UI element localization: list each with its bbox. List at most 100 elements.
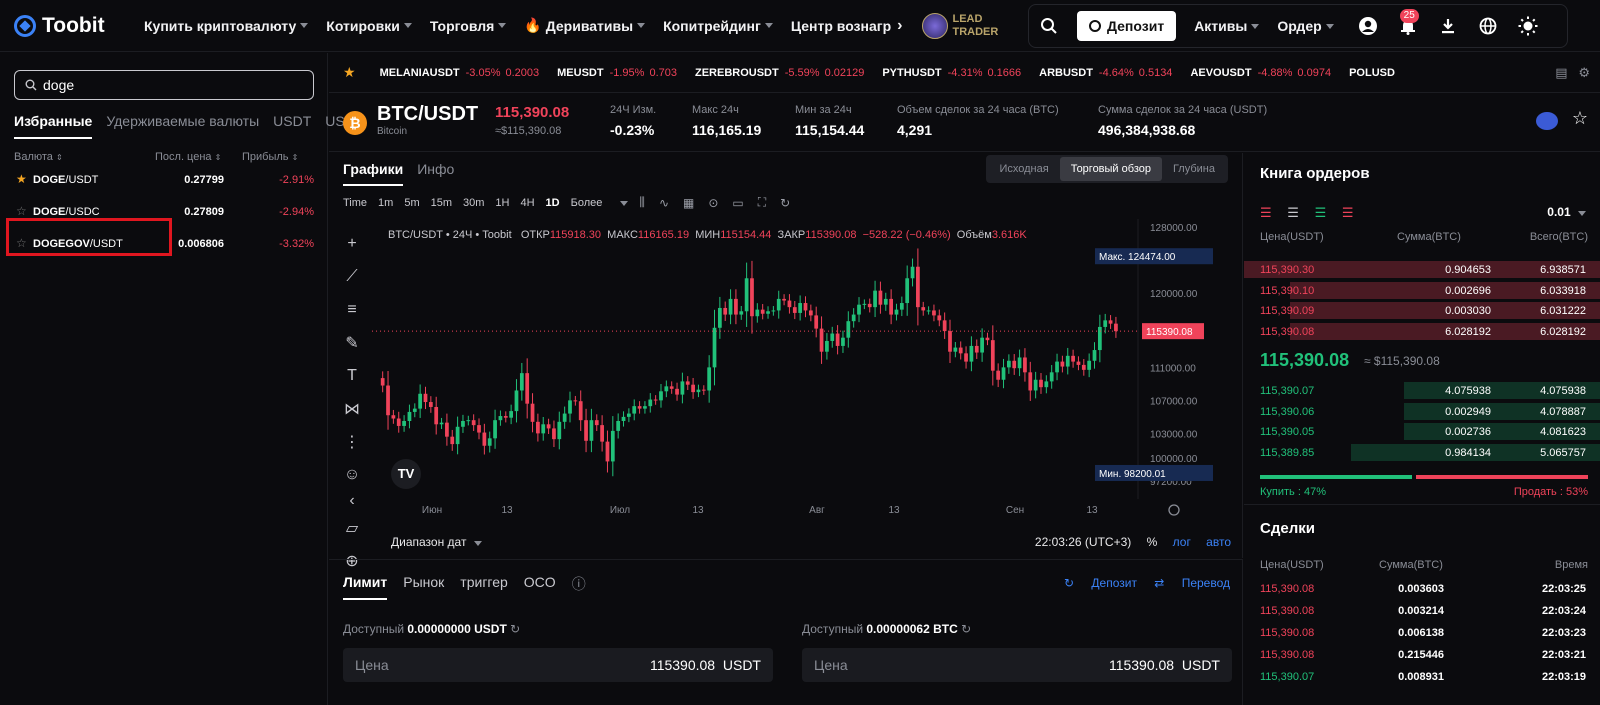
- user-icon[interactable]: [1348, 16, 1388, 36]
- trend-line-icon[interactable]: ⟋: [346, 267, 358, 285]
- globe-icon[interactable]: [1468, 17, 1508, 35]
- tab-trigger[interactable]: триггер: [460, 574, 508, 590]
- ticker-item[interactable]: POLUSD: [1349, 67, 1401, 79]
- scale-auto[interactable]: авто: [1206, 535, 1231, 549]
- tf-1m[interactable]: 1m: [378, 196, 394, 209]
- tf-more[interactable]: Более: [571, 197, 629, 209]
- nav-orders[interactable]: Ордер: [1277, 18, 1334, 34]
- tab-favorites[interactable]: Избранные: [14, 113, 93, 139]
- brush-icon[interactable]: ✎: [345, 334, 359, 352]
- nav-derivatives[interactable]: 🔥 Деривативы: [524, 17, 646, 34]
- candlestick-chart[interactable]: 128000.00 120000.00 111000.00 107000.00 1030…: [372, 219, 1242, 519]
- nav-quotes[interactable]: Котировки: [326, 18, 412, 34]
- camera-icon[interactable]: ⊙: [708, 195, 719, 210]
- search-input[interactable]: doge: [14, 70, 314, 100]
- zoom-icon[interactable]: ⊕: [345, 552, 359, 570]
- book-bids-icon[interactable]: ☰: [1287, 205, 1299, 220]
- date-range-button[interactable]: Диапазон дат: [391, 535, 482, 549]
- ruler-icon[interactable]: ▱: [345, 519, 359, 537]
- tab-depth[interactable]: Глубина: [1172, 163, 1215, 175]
- ticker-item[interactable]: PYTHUSDT -4.31% 0.1666: [882, 67, 1021, 79]
- scale-log[interactable]: лог: [1172, 535, 1191, 549]
- book-mixed-icon[interactable]: ☰: [1341, 205, 1354, 220]
- star-icon[interactable]: ☆: [16, 204, 27, 218]
- tab-charts[interactable]: Графики: [343, 161, 404, 186]
- tf-time[interactable]: Time: [343, 196, 368, 209]
- star-icon[interactable]: ☆: [16, 236, 27, 250]
- measure-lines-icon[interactable]: ⋮: [344, 433, 360, 451]
- text-icon[interactable]: T: [347, 366, 357, 384]
- tf-1d[interactable]: 1D: [545, 196, 560, 209]
- ask-row[interactable]: 115,390.09 0.003030 6.031222: [1244, 301, 1600, 321]
- nav-assets[interactable]: Активы: [1194, 18, 1260, 34]
- tradingview-logo[interactable]: TV: [391, 459, 421, 489]
- pair-row[interactable]: ☆ DOGEGOV/USDT 0.006806 -3.32%: [0, 229, 328, 261]
- search-icon[interactable]: [1029, 17, 1069, 35]
- sun-icon[interactable]: [1508, 16, 1548, 36]
- sell-price-input[interactable]: Цена 115390.08 USDT: [802, 648, 1232, 682]
- ticker-item[interactable]: ARBUSDT -4.64% 0.5134: [1039, 67, 1172, 79]
- precision-select[interactable]: 0.01: [1547, 205, 1586, 219]
- ticker-item[interactable]: AEVOUSDT -4.88% 0.0974: [1190, 67, 1331, 79]
- lead-trader-badge[interactable]: LEAD TRADER: [922, 12, 998, 39]
- tf-15m[interactable]: 15m: [430, 196, 453, 209]
- bid-row[interactable]: 115,390.05 0.002736 4.081623: [1244, 422, 1600, 442]
- bid-row[interactable]: 115,389.85 0.984134 5.065757: [1244, 443, 1600, 463]
- refresh-icon[interactable]: ↻: [510, 622, 521, 636]
- pair-row[interactable]: ★ DOGE/USDT 0.27799 -2.91%: [0, 165, 328, 197]
- tab-us[interactable]: US: [325, 113, 345, 129]
- logo[interactable]: Toobit: [14, 14, 126, 38]
- tf-4h[interactable]: 4H: [520, 196, 535, 209]
- fullscreen-icon[interactable]: ⛶: [757, 195, 767, 209]
- deposit-link[interactable]: ↻ Депозит: [1064, 576, 1137, 590]
- col-last-price[interactable]: Посл. цена ⇕: [155, 151, 221, 163]
- ask-row[interactable]: 115,390.30 0.904653 6.938571: [1244, 260, 1600, 280]
- gear-icon[interactable]: ⚙: [1578, 65, 1590, 80]
- tab-original[interactable]: Исходная: [999, 163, 1049, 175]
- collapse-icon[interactable]: ‹: [349, 492, 355, 509]
- ticker-item[interactable]: ZEREBROUSDT -5.59% 0.02129: [695, 67, 864, 79]
- pattern-icon[interactable]: ⋈: [344, 400, 360, 418]
- tab-tradingview[interactable]: Торговый обзор: [1059, 157, 1162, 181]
- indicator-icon[interactable]: ∿: [658, 195, 670, 210]
- document-icon[interactable]: ▤: [1555, 65, 1568, 80]
- tf-30m[interactable]: 30m: [463, 196, 485, 209]
- lines-icon[interactable]: ≡: [347, 300, 357, 318]
- tab-limit[interactable]: Лимит: [343, 574, 388, 600]
- buy-price-input[interactable]: Цена 115390.08 USDT: [343, 648, 773, 682]
- nav-copytrading[interactable]: Копитрейдинг: [663, 18, 773, 34]
- star-icon[interactable]: ☆: [1571, 108, 1588, 128]
- col-currency[interactable]: Валюта ⇕: [14, 151, 63, 163]
- nav-rewards[interactable]: Центр вознагр ›: [791, 17, 903, 35]
- ticker-item[interactable]: MEUSDT -1.95% 0.703: [557, 67, 677, 79]
- tab-holdings[interactable]: Удерживаемые валюты: [106, 113, 260, 129]
- transfer-link[interactable]: ⇄ Перевод: [1154, 576, 1230, 590]
- nav-buy-crypto[interactable]: Купить криптовалюту: [144, 18, 309, 34]
- robot-icon[interactable]: [1536, 112, 1558, 130]
- tab-info[interactable]: Инфо: [417, 161, 455, 177]
- scale-percent[interactable]: %: [1146, 535, 1158, 549]
- nav-trade[interactable]: Торговля: [430, 18, 507, 34]
- settings-icon[interactable]: ▭: [732, 195, 744, 210]
- crosshair-icon[interactable]: +: [347, 234, 357, 252]
- tab-market[interactable]: Рынок: [403, 574, 445, 590]
- pair-row[interactable]: ☆ DOGE/USDC 0.27809 -2.94%: [0, 197, 328, 229]
- star-icon[interactable]: ★: [16, 172, 27, 186]
- bid-row[interactable]: 115,390.06 0.002949 4.078887: [1244, 402, 1600, 422]
- book-both-icon[interactable]: ☰: [1260, 205, 1272, 220]
- layout-icon[interactable]: ▦: [683, 195, 695, 210]
- bell-icon[interactable]: 25: [1388, 9, 1428, 35]
- candle-type-icon[interactable]: ⫼: [639, 195, 645, 209]
- download-icon[interactable]: [1428, 17, 1468, 35]
- emoji-icon[interactable]: ☺: [343, 465, 361, 483]
- pair-name[interactable]: BTC/USDT: [377, 103, 479, 125]
- col-change[interactable]: Прибыль ⇕: [242, 151, 298, 163]
- tf-1h[interactable]: 1H: [495, 196, 510, 209]
- ask-row[interactable]: 115,390.08 6.028192 6.028192: [1244, 322, 1600, 342]
- tf-5m[interactable]: 5m: [404, 196, 420, 209]
- star-icon[interactable]: ★: [343, 64, 356, 80]
- bid-row[interactable]: 115,390.07 4.075938 4.075938: [1244, 381, 1600, 401]
- ticker-item[interactable]: MELANIAUSDT -3.05% 0.2003: [380, 67, 540, 79]
- book-asks-icon[interactable]: ☰: [1314, 205, 1327, 220]
- ask-row[interactable]: 115,390.10 0.002696 6.033918: [1244, 281, 1600, 301]
